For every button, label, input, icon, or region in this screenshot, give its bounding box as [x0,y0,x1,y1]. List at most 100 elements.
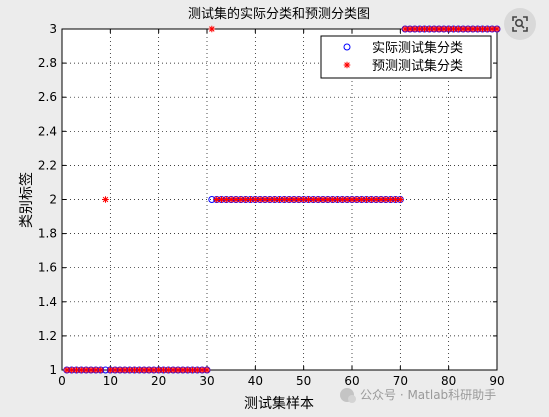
data-point-predicted [208,25,216,33]
data-point-predicted [493,25,501,33]
series-predicted [63,25,501,374]
data-point-predicted [198,366,206,374]
data-point-predicted [140,366,148,374]
y-tick-label: 1.6 [38,261,57,275]
data-point-predicted [401,25,409,33]
data-point-predicted [416,25,423,33]
x-tick-label: 80 [441,374,456,388]
data-point-predicted [111,366,119,374]
data-point-predicted [285,196,293,203]
data-point-predicted [392,196,399,203]
data-point-predicted [150,366,158,374]
y-tick-label: 3 [49,22,57,36]
data-point-predicted [319,196,327,203]
legend-marker-actual [343,43,351,51]
data-point-predicted [324,196,332,203]
data-point-predicted [261,196,269,203]
data-point-predicted [223,196,230,203]
lens-icon [512,16,528,32]
y-tick-label: 2.8 [38,56,57,70]
data-point-predicted [63,366,71,374]
legend-entry-actual: 实际测试集分类 [372,40,463,56]
data-point-predicted [329,196,336,203]
data-point-predicted [406,25,414,33]
data-point-predicted [179,366,187,374]
data-point-predicted [314,196,322,203]
data-point-predicted [121,366,129,374]
data-point-predicted [464,25,472,33]
data-point-predicted [256,196,264,203]
data-point-predicted [440,25,448,33]
data-point-predicted [165,366,172,374]
data-point-predicted [184,366,191,374]
data-point-predicted [102,196,109,203]
data-point-predicted [397,196,404,203]
x-tick-label: 70 [393,374,408,388]
y-tick-label: 2 [49,193,57,207]
data-point-predicted [435,25,443,33]
data-point-predicted [368,196,375,203]
legend-entry-predicted: 预测测试集分类 [372,58,463,74]
data-point-predicted [218,196,225,203]
x-tick-label: 0 [58,374,66,388]
watermark: 公众号 · Matlab科研助手 [340,388,496,403]
data-point-predicted [445,25,452,33]
data-point-predicted [68,366,75,374]
data-point-predicted [377,196,385,203]
legend-star-marker [343,61,351,69]
legend-box [320,35,492,79]
legend-circle-marker [343,43,351,51]
y-tick-label: 2.2 [38,158,57,172]
data-point-predicted [358,196,365,203]
data-point-predicted [242,196,249,203]
data-point-predicted [382,196,390,203]
data-point-predicted [116,366,124,374]
data-point-predicted [426,25,433,33]
data-point-predicted [266,196,274,203]
legend-marker-predicted [343,61,351,69]
data-point-predicted [276,196,283,203]
data-point-predicted [300,196,307,203]
x-tick-label: 50 [296,374,311,388]
data-point-predicted [334,196,341,203]
data-point-predicted [227,196,235,203]
data-point-predicted [295,196,303,203]
data-point-predicted [469,25,477,33]
data-point-predicted [387,196,394,203]
data-point-predicted [430,25,438,33]
data-point-predicted [474,25,481,33]
data-point-predicted [203,366,211,374]
x-tick-label: 10 [103,374,118,388]
x-tick-label: 40 [248,374,263,388]
data-point-predicted [339,196,346,203]
data-point-predicted [343,196,351,203]
data-point-predicted [247,196,254,203]
x-tick-label: 60 [344,374,359,388]
data-point-predicted [252,196,259,203]
grid [62,29,497,370]
x-tick-label: 90 [489,374,504,388]
y-tick-label: 1.2 [38,329,57,343]
data-point-predicted [488,25,496,33]
data-point-predicted [160,366,167,374]
data-point-predicted [305,196,312,203]
data-point-predicted [421,25,428,33]
data-point-predicted [155,366,162,374]
y-tick-label: 1.4 [38,295,57,309]
data-point-predicted [73,366,80,374]
data-point-predicted [310,196,317,203]
data-point-predicted [459,25,467,33]
ticks: 0 10 20 30 40 50 60 70 80 90 1 1.2 1.4 1.6 1.8 2 2.2 2.4 2… [38,22,505,388]
x-axis-label: 测试集样本 [244,395,314,412]
data-point-predicted [232,196,240,203]
data-point-predicted [237,196,245,203]
data-point-predicted [290,196,298,203]
lens-button[interactable] [504,8,536,40]
data-point-predicted [126,366,133,374]
x-tick-label: 30 [199,374,214,388]
data-point-predicted [348,196,356,203]
x-tick-label: 20 [151,374,166,388]
watermark-text: 公众号 · Matlab科研助手 [360,388,496,402]
data-point-predicted [107,366,114,374]
y-tick-label: 1.8 [38,227,57,241]
